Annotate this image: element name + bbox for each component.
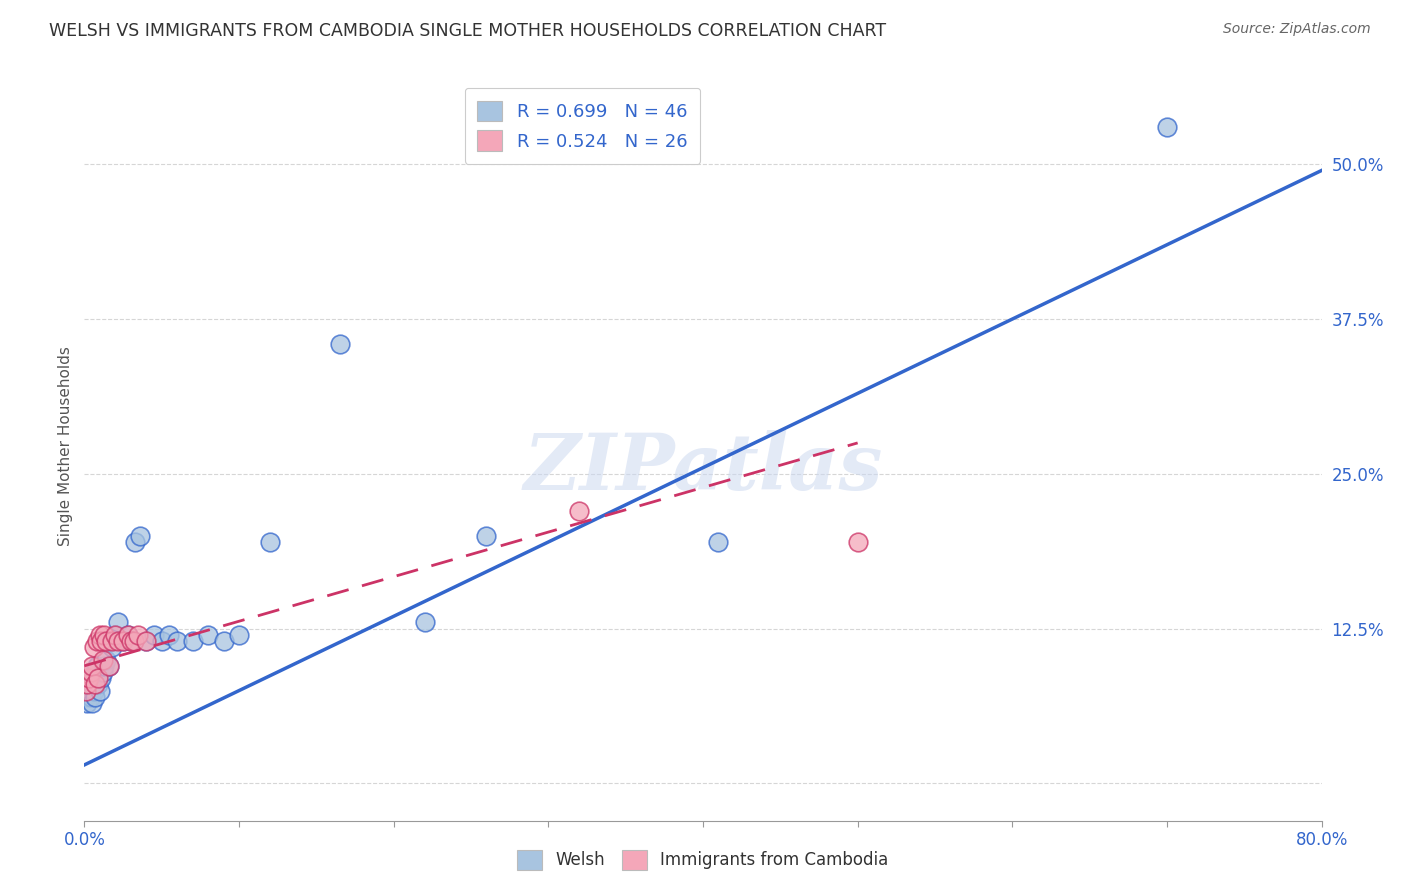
Text: WELSH VS IMMIGRANTS FROM CAMBODIA SINGLE MOTHER HOUSEHOLDS CORRELATION CHART: WELSH VS IMMIGRANTS FROM CAMBODIA SINGLE…: [49, 22, 886, 40]
Legend: Welsh, Immigrants from Cambodia: Welsh, Immigrants from Cambodia: [510, 843, 896, 877]
Point: [75, 683, 97, 698]
Point: [124, 535, 146, 549]
Point: [76, 677, 98, 691]
Point: [93, 658, 115, 673]
Point: [135, 634, 157, 648]
Point: [87, 677, 110, 691]
Point: [94, 653, 117, 667]
Point: [475, 529, 498, 543]
Point: [90, 634, 112, 648]
Point: [159, 628, 180, 642]
Point: [117, 628, 139, 642]
Point: [127, 628, 149, 642]
Point: [104, 628, 127, 642]
Point: [84, 677, 107, 691]
Point: [129, 529, 152, 543]
Point: [87, 671, 110, 685]
Point: [707, 535, 730, 549]
Point: [75, 690, 97, 704]
Point: [328, 336, 352, 351]
Point: [83, 671, 105, 685]
Point: [82, 658, 104, 673]
Point: [83, 640, 105, 655]
Text: ZIPatlas: ZIPatlas: [523, 430, 883, 507]
Text: Source: ZipAtlas.com: Source: ZipAtlas.com: [1223, 22, 1371, 37]
Point: [76, 677, 98, 691]
Point: [90, 671, 112, 685]
Point: [76, 696, 98, 710]
Point: [568, 504, 591, 518]
Point: [181, 634, 204, 648]
Point: [122, 634, 145, 648]
Point: [120, 634, 142, 648]
Point: [86, 658, 108, 673]
Point: [259, 535, 281, 549]
Point: [212, 634, 235, 648]
Point: [77, 671, 100, 685]
Point: [79, 690, 101, 704]
Point: [77, 671, 100, 685]
Point: [1156, 120, 1178, 134]
Point: [89, 683, 111, 698]
Point: [98, 658, 121, 673]
Y-axis label: Single Mother Households: Single Mother Households: [58, 346, 73, 546]
Point: [96, 634, 118, 648]
Point: [82, 677, 104, 691]
Point: [107, 615, 129, 630]
Point: [107, 634, 129, 648]
Point: [112, 634, 135, 648]
Point: [83, 683, 105, 698]
Point: [150, 634, 173, 648]
Point: [91, 665, 114, 679]
Point: [228, 628, 250, 642]
Point: [104, 628, 127, 642]
Point: [100, 634, 122, 648]
Point: [135, 634, 157, 648]
Legend: R = 0.699   N = 46, R = 0.524   N = 26: R = 0.699 N = 46, R = 0.524 N = 26: [464, 88, 700, 164]
Point: [117, 628, 139, 642]
Point: [166, 634, 188, 648]
Point: [86, 634, 108, 648]
Point: [84, 690, 107, 704]
Point: [89, 628, 111, 642]
Point: [79, 665, 101, 679]
Point: [98, 658, 121, 673]
Point: [84, 665, 107, 679]
Point: [91, 653, 114, 667]
Point: [143, 628, 166, 642]
Point: [846, 535, 869, 549]
Point: [79, 665, 101, 679]
Point: [112, 634, 135, 648]
Point: [197, 628, 219, 642]
Point: [93, 628, 115, 642]
Point: [94, 634, 117, 648]
Point: [101, 634, 124, 648]
Point: [413, 615, 436, 630]
Point: [101, 640, 124, 655]
Point: [82, 696, 104, 710]
Point: [120, 634, 142, 648]
Point: [77, 683, 100, 698]
